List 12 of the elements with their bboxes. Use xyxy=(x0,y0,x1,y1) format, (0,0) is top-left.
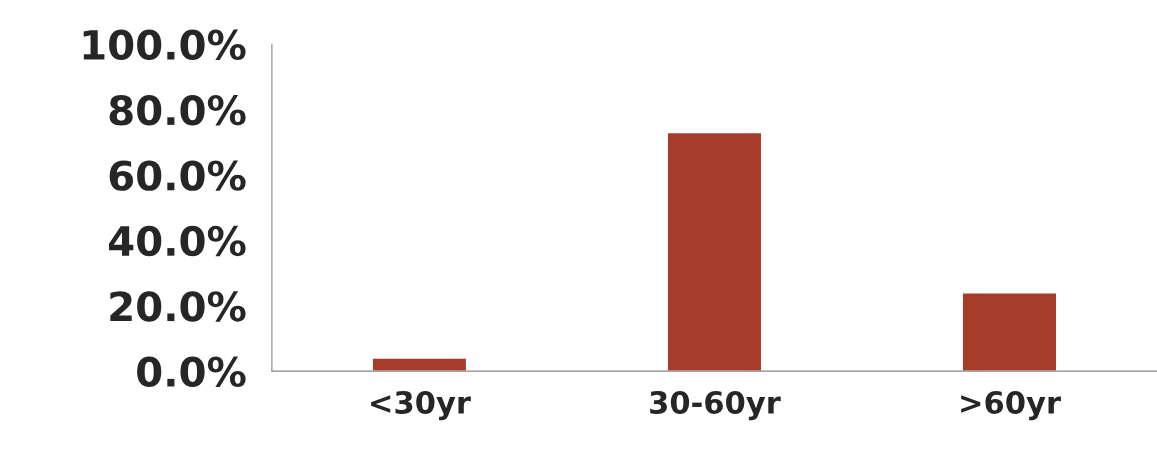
y-tick-label: 100.0% xyxy=(83,29,246,61)
bar xyxy=(666,131,763,372)
y-tick-label: 20.0% xyxy=(110,291,246,322)
y-tick-label: 40.0% xyxy=(108,225,246,257)
y-tick-label: 60.0% xyxy=(109,160,246,191)
y-tick-label: 80.0% xyxy=(109,95,246,126)
bar xyxy=(961,292,1058,372)
x-tick-label: <30yr xyxy=(371,390,471,421)
y-tick-label: 0.0% xyxy=(137,356,246,388)
x-tick-label: >60yr xyxy=(961,390,1061,421)
bar xyxy=(371,357,468,372)
x-tick-label: 30-60yr xyxy=(650,390,781,421)
